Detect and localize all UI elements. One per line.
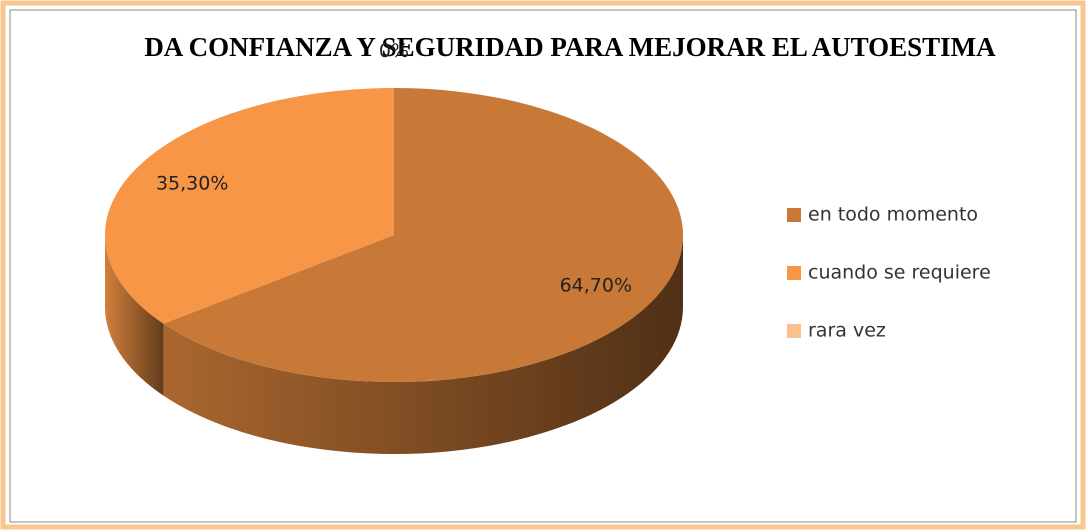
legend: en todo momento cuando se requiere rara ve… <box>787 204 991 342</box>
plot-border <box>9 9 1077 523</box>
chart-title: DA CONFIANZA Y SEGURIDAD PARA MEJORAR EL… <box>144 32 996 62</box>
legend-swatch <box>787 208 801 222</box>
slice <box>105 88 394 324</box>
legend-label: rara vez <box>808 320 886 342</box>
slice-side <box>105 235 164 396</box>
legend-swatch <box>787 266 801 280</box>
data-label: 64,70% <box>560 275 632 297</box>
pie <box>105 88 684 454</box>
data-label: 0% <box>379 40 409 62</box>
labels: 64,70% 35,30% 0% <box>156 40 632 297</box>
legend-label: cuando se requiere <box>808 262 991 284</box>
legend-label: en todo momento <box>808 204 978 226</box>
data-label: 35,30% <box>156 172 228 194</box>
slice <box>163 88 684 382</box>
legend-swatch <box>787 324 801 338</box>
slice-side <box>163 235 684 454</box>
